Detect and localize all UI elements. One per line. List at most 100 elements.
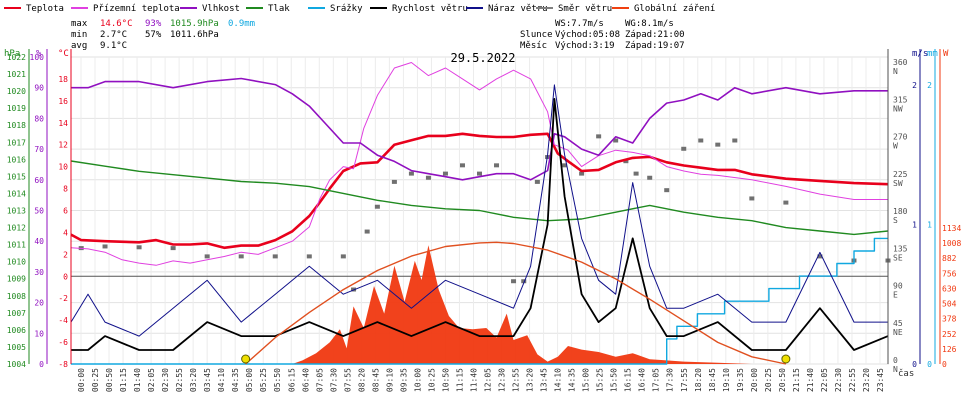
tick-label-temp: 12 [58,141,68,150]
axis-unit-ms: m/s [912,49,928,59]
x-tick-label: 01:15 [119,368,128,392]
tick-label-radiation: 504 [942,300,957,309]
tick-label-radiation: 126 [942,345,957,354]
x-tick-label: 16:15 [624,368,633,392]
sun-marker [241,354,251,364]
tick-label-temp: -6 [58,338,68,347]
stats-avg-temp: 9.1°C [100,41,127,51]
stats-min-hum: 57% [145,30,162,40]
legend-item: Srážky [330,4,363,14]
chart-title: 29.5.2022 [450,51,515,65]
x-tick-label: 00:50 [105,368,114,392]
x-tick-label: 00:25 [91,368,100,392]
wind-direction-point [102,244,108,249]
tick-label-wind-dir: E [893,291,898,300]
tick-label-wind-speed: 1 [912,220,917,229]
axis-unit-time: čas [898,368,914,379]
info-wg: WG:8.1m/s [625,19,674,29]
axis-unit-w: W [943,49,949,59]
x-tick-label: 03:20 [189,368,198,392]
tick-label-humidity: 80 [34,114,44,123]
wind-direction-point [204,254,210,259]
wind-direction-point [391,179,397,184]
wind-direction-point [715,142,721,147]
x-tick-label: 08:45 [371,368,380,392]
legend-item: Globální záření [634,4,715,14]
x-tick-label: 03:45 [203,368,212,392]
x-tick-label: 21:40 [806,368,815,392]
wind-direction-point [579,171,585,176]
x-tick-label: 16:40 [638,368,647,392]
series-line-1 [70,62,888,266]
wind-direction-point [511,279,517,284]
wind-direction-point [442,171,448,176]
x-tick-label: 11:15 [456,368,465,392]
wind-direction-point [749,196,755,201]
tick-label-pressure: 1016 [7,155,26,164]
tick-label-temp: 4 [63,228,68,237]
x-tick-label: 01:40 [133,368,142,392]
wind-direction-point [732,138,738,143]
tick-label-wind-dir-deg: 180 [893,207,908,216]
tick-label-rain: 1 [927,220,932,229]
tick-label-pressure: 1006 [7,326,26,335]
stats-min-press: 1011.6hPa [170,30,219,40]
info-moon-rise: Východ:3:19 [555,41,615,51]
x-tick-label: 18:20 [694,368,703,392]
wind-direction-point [459,163,465,168]
tick-label-pressure: 1019 [7,104,26,113]
x-tick-label: 22:05 [820,368,829,392]
info-moon-set: Západ:19:07 [625,41,685,51]
x-tick-label: 06:15 [287,368,296,392]
wind-direction-point [633,171,639,176]
tick-label-radiation: 0 [942,360,947,369]
wind-direction-point [272,254,278,259]
x-tick-label: 05:50 [273,368,282,392]
wind-direction-point [340,254,346,259]
wind-direction-point [521,279,527,284]
series-line-3 [70,160,889,236]
tick-label-temp: 0 [63,272,68,281]
tick-label-wind-dir: SW [893,179,903,188]
tick-label-temp: 16 [58,97,68,106]
x-tick-label: 13:45 [540,368,549,392]
x-tick-label: 05:00 [245,368,254,392]
tick-label-radiation: 1008 [942,239,961,248]
wind-direction-point [238,254,244,259]
series-line-5 [71,98,889,351]
legend-item: Přízemní teplota [93,4,180,14]
x-tick-label: 04:35 [231,368,240,392]
wind-direction-point [534,179,540,184]
tick-label-humidity: 10 [34,329,44,338]
x-tick-label: 08:20 [357,368,366,392]
tick-label-radiation: 882 [942,254,957,263]
tick-label-pressure: 1013 [7,207,26,216]
tick-label-humidity: 100 [30,53,45,62]
tick-label-radiation: 378 [942,315,957,324]
wind-direction-point [425,175,431,180]
tick-label-pressure: 1007 [7,309,26,318]
tick-label-wind-dir-deg: 90 [893,282,903,291]
x-tick-label: 12:30 [498,368,507,392]
tick-label-wind-dir-deg: 135 [893,244,908,253]
axis-unit-hpa: hPa [4,49,20,59]
x-tick-label: 15:25 [596,368,605,392]
x-tick-label: 12:55 [512,368,521,392]
x-tick-label: 10:25 [427,368,436,392]
wind-direction-point [613,138,619,143]
tick-label-wind-dir: NW [893,104,903,113]
x-tick-label: 23:45 [876,368,885,392]
x-tick-label: 02:55 [175,368,184,392]
x-tick-label: 04:10 [217,368,226,392]
x-tick-label: 21:15 [792,368,801,392]
x-tick-label: 22:55 [848,368,857,392]
tick-label-wind-dir-deg: 270 [893,133,908,142]
x-tick-label: 19:10 [722,368,731,392]
x-tick-label: 17:05 [652,368,661,392]
tick-label-pressure: 1009 [7,275,26,284]
tick-label-wind-dir: NE [893,328,903,337]
wind-direction-point [623,159,629,164]
tick-label-wind-speed: 2 [912,81,917,90]
tick-label-pressure: 1015 [7,172,26,181]
